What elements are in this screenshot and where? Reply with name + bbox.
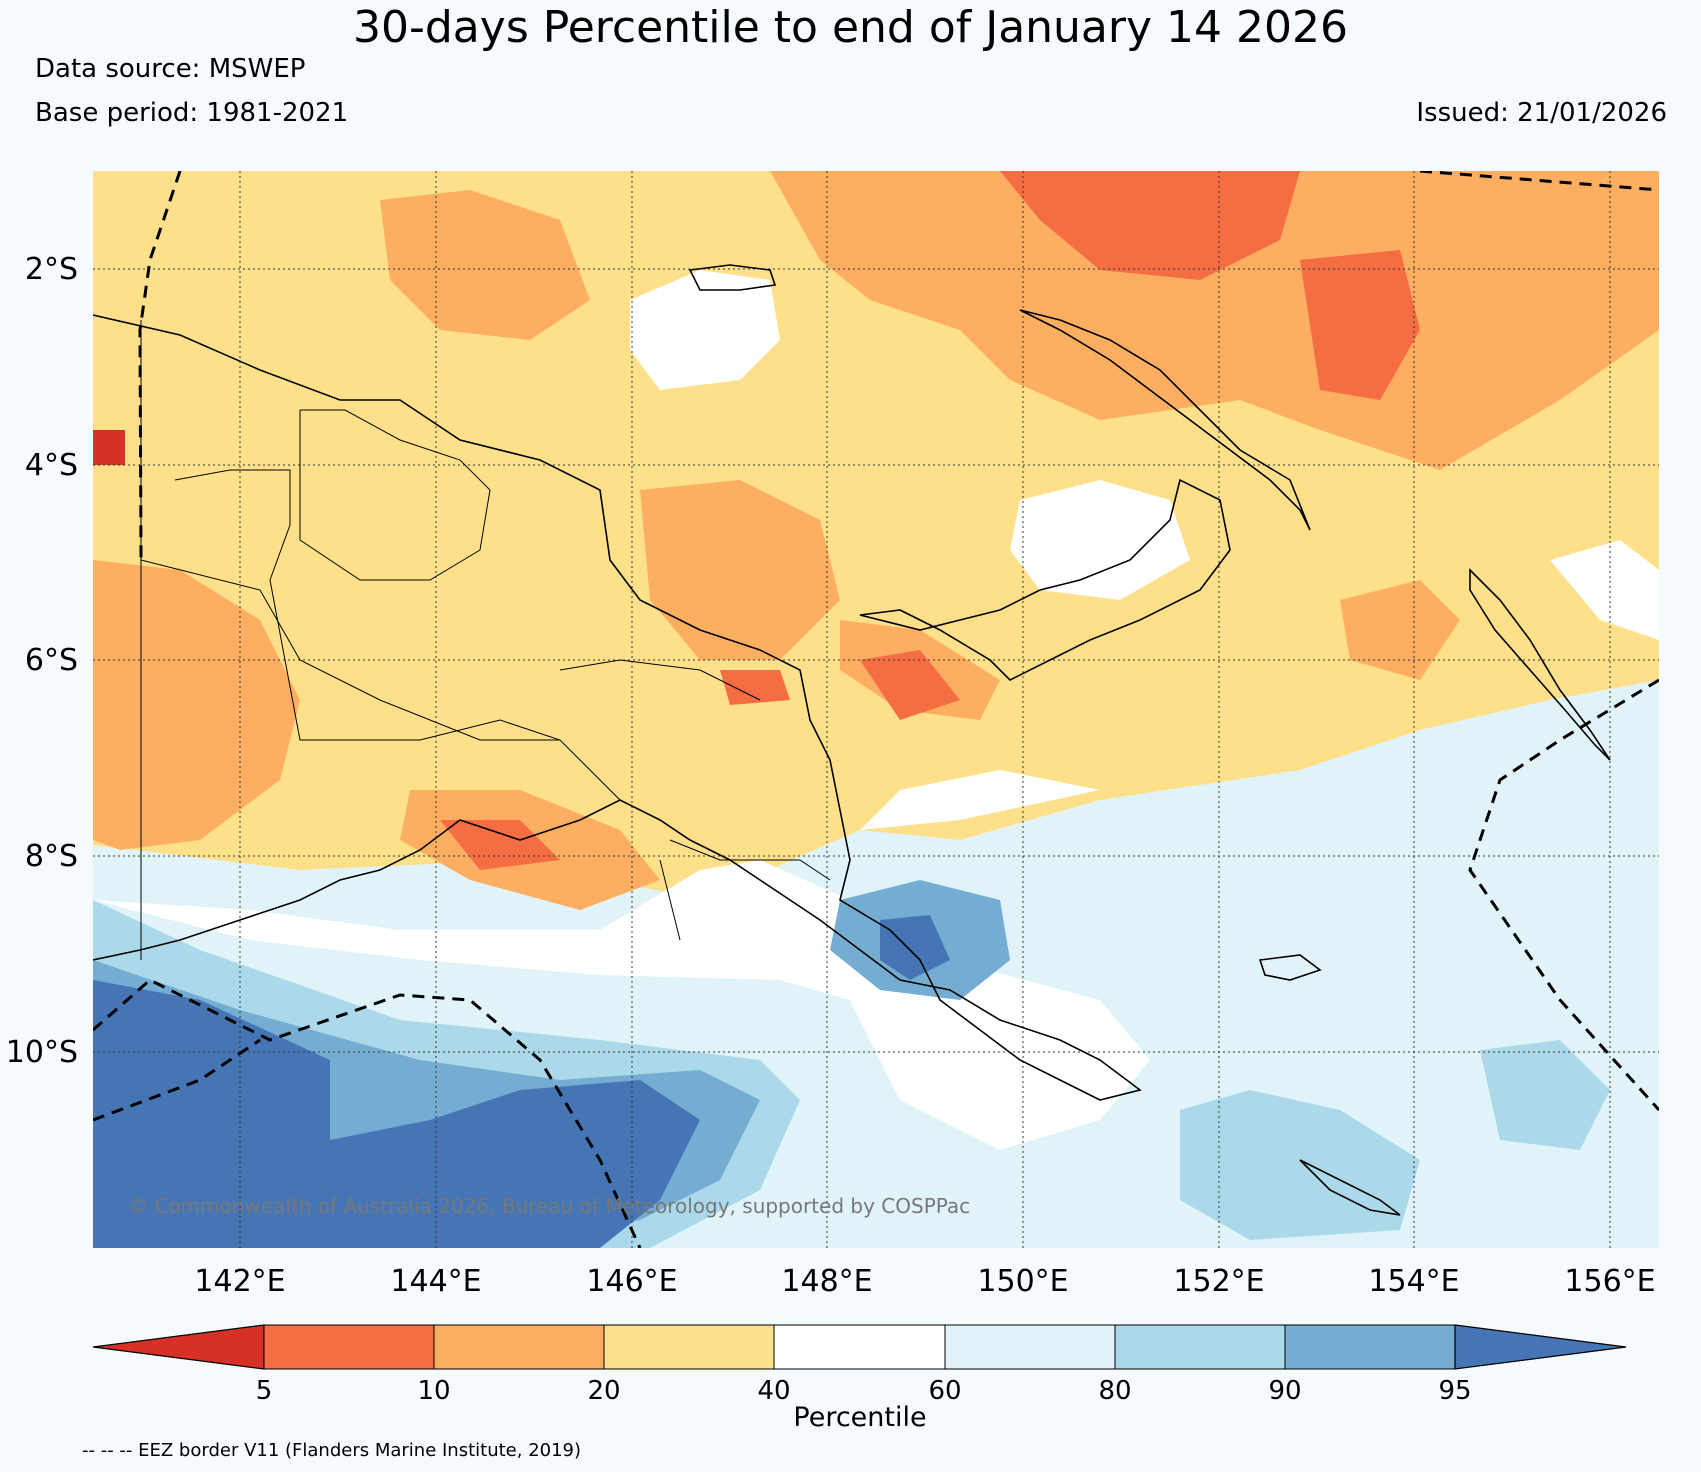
zone-80-90-far-east — [1480, 1040, 1610, 1150]
colorbar-tick: 40 — [757, 1376, 790, 1406]
woodlark-coast — [1258, 954, 1322, 981]
zone-above-95-gulf — [880, 915, 950, 980]
colorbar-tick: 10 — [417, 1376, 450, 1406]
eez-borders — [93, 171, 1659, 1248]
lon-label: 150°E — [977, 1264, 1068, 1299]
zone-above-95-southwest — [93, 980, 700, 1248]
zone-10-20-north — [770, 171, 1659, 470]
colorbar-segment — [944, 1324, 1116, 1370]
lat-label: 8°S — [25, 839, 78, 874]
lon-label: 156°E — [1564, 1264, 1655, 1299]
lon-label: 152°E — [1173, 1264, 1264, 1299]
png-mainland-coast — [93, 314, 1142, 1101]
colorbar-tick: 60 — [928, 1376, 961, 1406]
lon-label: 144°E — [390, 1264, 481, 1299]
zone-5-10-central — [720, 670, 790, 705]
lat-label: 10°S — [6, 1035, 78, 1070]
zone-10-20-northwest — [380, 190, 590, 340]
map-title: 30-days Percentile to end of January 14 … — [353, 2, 1348, 53]
data-source-label: Data source: MSWEP — [35, 54, 306, 84]
zone-10-20-central — [640, 480, 840, 660]
zone-80-90-east — [1180, 1090, 1420, 1240]
colorbar-label: Percentile — [793, 1402, 927, 1433]
rossel-coast — [1299, 1159, 1401, 1216]
map-panel: © Commonwealth of Australia 2026, Bureau… — [93, 171, 1659, 1248]
new-ireland-coast — [1019, 309, 1311, 531]
colorbar-segment — [773, 1324, 946, 1370]
lat-label: 4°S — [25, 448, 78, 483]
colorbar-segment — [1114, 1324, 1286, 1370]
colorbar-segment — [603, 1324, 775, 1370]
colorbar-extend-high — [1454, 1324, 1627, 1370]
issued-date-label: Issued: 21/01/2026 — [1416, 98, 1667, 128]
colorbar-ticks: 5 10 20 40 60 80 90 95 — [256, 1376, 1472, 1406]
base-period-label: Base period: 1981-2021 — [35, 98, 349, 128]
colorbar: 5 10 20 40 60 80 90 95 — [92, 1324, 1627, 1406]
graticule — [93, 171, 1659, 1248]
zone-5-10-north — [1000, 171, 1300, 280]
new-britain-coast — [859, 478, 1231, 681]
zone-40-60-manus — [630, 270, 780, 390]
colorbar-segment — [263, 1324, 435, 1370]
latitude-labels: 2°S 4°S 6°S 8°S 10°S — [6, 252, 78, 1070]
zone-40-60-huon — [1010, 480, 1190, 600]
copyright-watermark: © Commonwealth of Australia 2026, Bureau… — [128, 1194, 970, 1218]
zone-5-10-newireland — [1300, 250, 1420, 400]
colorbar-extend-low — [92, 1324, 265, 1370]
zone-below-5-west — [93, 430, 125, 465]
zone-10-20-west — [93, 560, 300, 850]
colorbar-tick: 95 — [1438, 1376, 1471, 1406]
zone-40-60-bougainville — [1550, 540, 1659, 640]
eez-footnote: -- -- -- EEZ border V11 (Flanders Marine… — [82, 1440, 582, 1461]
longitude-labels: 142°E 144°E 146°E 148°E 150°E 152°E 154°… — [194, 1264, 1655, 1299]
lon-label: 142°E — [194, 1264, 285, 1299]
colorbar-tick: 20 — [587, 1376, 620, 1406]
zone-10-20-east — [1340, 580, 1460, 680]
zone-5-10-fly — [440, 820, 560, 870]
colorbar-tick: 5 — [256, 1376, 273, 1406]
coastlines — [93, 264, 1611, 1216]
zone-40-60-bands — [860, 770, 1100, 830]
bougainville-coast — [1469, 568, 1611, 761]
lon-label: 154°E — [1368, 1264, 1459, 1299]
zone-5-10-newbritain — [860, 650, 960, 720]
colorbar-tick: 90 — [1268, 1376, 1301, 1406]
lat-label: 6°S — [25, 643, 78, 678]
colorbar-segment — [433, 1324, 605, 1370]
manus-island-coast — [688, 264, 777, 291]
colorbar-segment — [1284, 1324, 1456, 1370]
lon-label: 148°E — [781, 1264, 872, 1299]
colorbar-tick: 80 — [1098, 1376, 1131, 1406]
lon-label: 146°E — [586, 1264, 677, 1299]
lat-label: 2°S — [25, 252, 78, 287]
